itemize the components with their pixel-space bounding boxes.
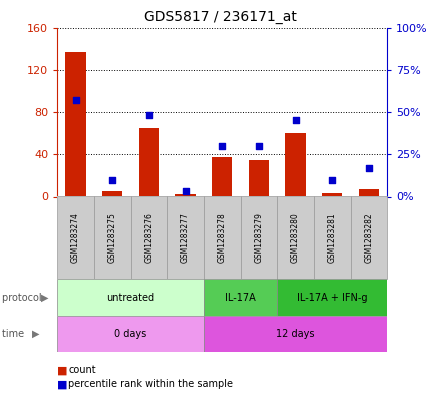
Text: GSM1283279: GSM1283279 [254, 212, 264, 263]
Text: GSM1283274: GSM1283274 [71, 212, 80, 263]
Bar [204, 316, 387, 352]
Bar [249, 160, 269, 196]
Bar [131, 196, 167, 279]
Text: GSM1283278: GSM1283278 [218, 212, 227, 263]
Text: IL-17A: IL-17A [225, 293, 256, 303]
Bar [204, 279, 277, 316]
Bar [57, 196, 94, 279]
Bar [277, 279, 387, 316]
Bar [351, 196, 387, 279]
Bar [359, 189, 379, 196]
Text: ▶: ▶ [32, 329, 39, 339]
Point [182, 188, 189, 195]
Text: ■: ■ [57, 379, 68, 389]
Bar [66, 52, 86, 196]
Bar [176, 195, 196, 196]
Bar [94, 196, 131, 279]
Bar [286, 133, 306, 196]
Point [145, 112, 152, 119]
Text: GSM1283282: GSM1283282 [364, 213, 374, 263]
Text: time: time [2, 329, 27, 339]
Point [109, 176, 116, 183]
Text: percentile rank within the sample: percentile rank within the sample [68, 379, 233, 389]
Bar [167, 196, 204, 279]
Bar [102, 191, 122, 196]
Point [365, 165, 372, 171]
Point [329, 176, 336, 183]
Bar [139, 128, 159, 196]
Bar [277, 196, 314, 279]
Bar [322, 193, 342, 196]
Text: untreated: untreated [106, 293, 154, 303]
Text: 0 days: 0 days [114, 329, 147, 339]
Bar [204, 196, 241, 279]
Bar [57, 316, 204, 352]
Text: count: count [68, 365, 96, 375]
Text: GSM1283275: GSM1283275 [108, 212, 117, 263]
Text: protocol: protocol [2, 293, 45, 303]
Text: ▶: ▶ [41, 293, 48, 303]
Text: IL-17A + IFN-g: IL-17A + IFN-g [297, 293, 367, 303]
Text: GDS5817 / 236171_at: GDS5817 / 236171_at [143, 10, 297, 24]
Point [255, 143, 262, 149]
Bar [212, 158, 232, 196]
Text: 12 days: 12 days [276, 329, 315, 339]
Point [292, 117, 299, 123]
Point [219, 143, 226, 149]
Text: GSM1283280: GSM1283280 [291, 212, 300, 263]
Text: ■: ■ [57, 365, 68, 375]
Bar [314, 196, 351, 279]
Text: GSM1283277: GSM1283277 [181, 212, 190, 263]
Point [72, 97, 79, 103]
Bar [241, 196, 277, 279]
Text: GSM1283276: GSM1283276 [144, 212, 154, 263]
Text: GSM1283281: GSM1283281 [328, 213, 337, 263]
Bar [57, 279, 204, 316]
